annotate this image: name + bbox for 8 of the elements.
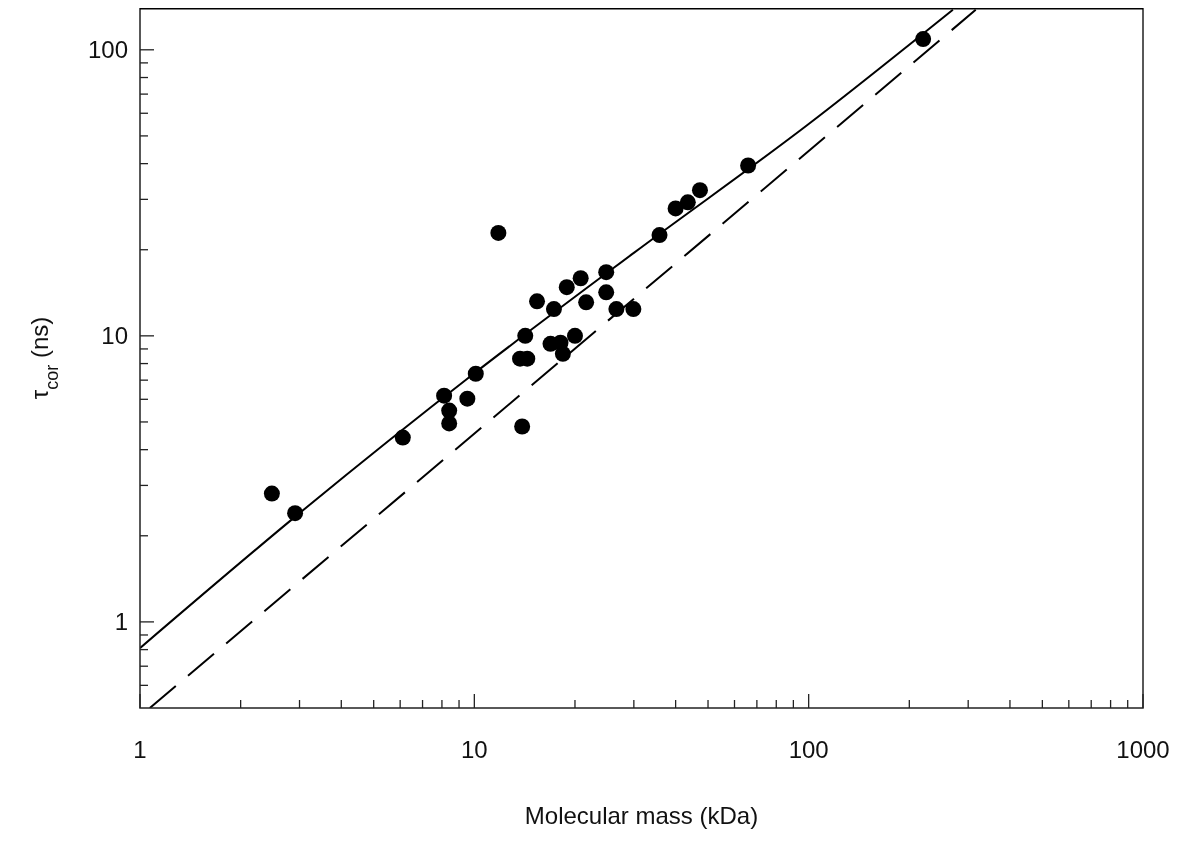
y-tick-label: 100 — [87, 36, 128, 64]
x-tick-label: 1000 — [1116, 736, 1170, 763]
y-tick-label: 10 — [101, 322, 128, 350]
x-tick-label: 1 — [133, 736, 147, 763]
x-tick-label: 10 — [460, 736, 488, 763]
y-tick-label: 1 — [114, 608, 128, 636]
x-tick-label: 100 — [788, 736, 829, 763]
x-axis-title: Molecular mass (kDa) — [524, 802, 759, 829]
